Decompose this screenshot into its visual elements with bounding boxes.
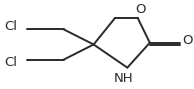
Text: NH: NH <box>113 72 133 85</box>
Text: Cl: Cl <box>4 56 17 69</box>
Text: O: O <box>135 3 145 16</box>
Text: O: O <box>183 34 193 47</box>
Text: Cl: Cl <box>4 20 17 33</box>
